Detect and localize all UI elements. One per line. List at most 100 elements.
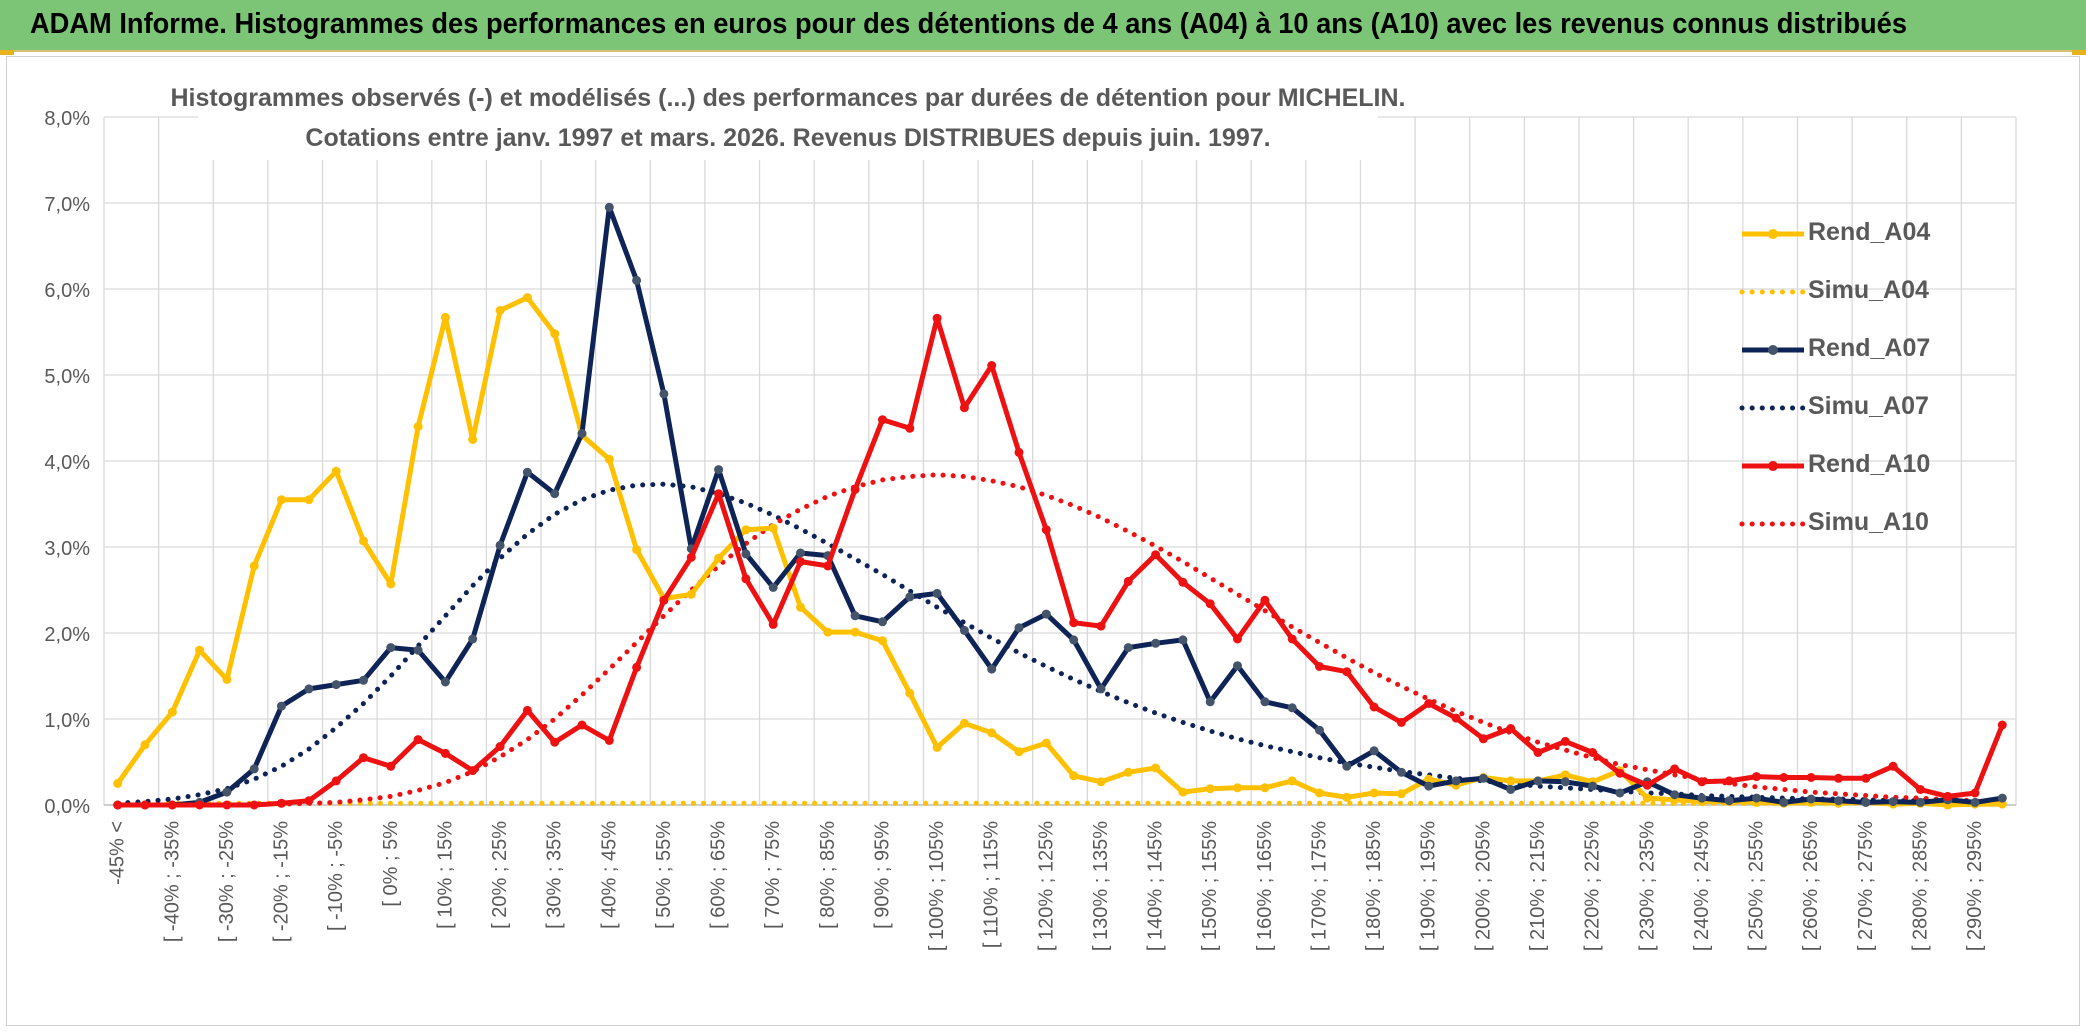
data-point-rend-a07 — [1615, 788, 1625, 798]
data-point-rend-a07 — [632, 275, 642, 285]
series-line-simu-a07 — [115, 481, 2005, 806]
data-point-rend-a07 — [1233, 661, 1242, 671]
y-tick-label: 4,0% — [44, 452, 90, 474]
data-point-rend-a10 — [1724, 776, 1734, 786]
data-point-rend-a07 — [1997, 793, 2007, 803]
data-point-rend-a07 — [1069, 635, 1079, 645]
x-tick-label: [ 270% ; 275% — [1855, 821, 1877, 951]
data-point-rend-a07 — [1315, 725, 1324, 735]
data-point-rend-a04 — [1369, 788, 1379, 798]
data-point-rend-a10 — [1779, 773, 1789, 782]
x-tick-label: [ -30% ; -25% — [216, 821, 238, 942]
data-point-rend-a07 — [468, 634, 478, 644]
x-tick-label: [ 280% ; 285% — [1909, 821, 1931, 951]
y-tick-label: 6,0% — [44, 280, 90, 302]
data-point-rend-a10 — [1806, 773, 1816, 782]
y-tick-label: 1,0% — [44, 710, 90, 732]
data-point-rend-a10 — [1588, 748, 1598, 757]
data-point-rend-a04 — [222, 674, 232, 684]
data-point-rend-a04 — [1096, 777, 1106, 787]
data-point-rend-a07 — [1369, 746, 1379, 756]
y-tick-label: 8,0% — [44, 108, 90, 130]
data-point-rend-a10 — [1533, 748, 1543, 757]
data-point-rend-a07 — [1588, 781, 1598, 791]
y-tick-label: 3,0% — [44, 538, 90, 560]
data-point-rend-a10 — [1642, 780, 1652, 790]
series-lines — [113, 202, 2007, 810]
data-point-rend-a04 — [741, 525, 751, 535]
data-point-rend-a07 — [768, 582, 778, 592]
data-point-rend-a04 — [468, 435, 478, 444]
data-point-rend-a07 — [1724, 796, 1734, 806]
x-tick-label: [ 230% ; 235% — [1636, 821, 1658, 951]
data-point-rend-a10 — [522, 705, 532, 715]
data-point-rend-a04 — [331, 466, 341, 476]
data-point-rend-a04 — [768, 523, 778, 533]
data-point-rend-a04 — [850, 627, 860, 637]
data-point-rend-a04 — [386, 579, 396, 589]
x-axis-ticks: -45% < [ -40% ; -35% [ -30% ; -25% [ -20% ;… — [107, 821, 1986, 951]
x-tick-label: [ 10% ; 15% — [434, 821, 456, 929]
grid-lines — [103, 116, 2017, 806]
data-point-rend-a04 — [1178, 787, 1188, 797]
data-point-rend-a10 — [1697, 777, 1707, 787]
data-point-rend-a10 — [167, 800, 177, 810]
legend-item-simu-a04: Simu_A04 — [1738, 268, 1929, 326]
x-tick-label: [ 80% ; 85% — [817, 821, 839, 929]
data-point-rend-a04 — [878, 636, 887, 646]
data-point-rend-a10 — [604, 736, 614, 745]
data-point-rend-a04 — [1014, 747, 1024, 757]
data-point-rend-a04 — [522, 293, 532, 303]
legend-item-simu-a10: Simu_A10 — [1738, 500, 1929, 558]
data-point-rend-a10 — [1096, 621, 1106, 631]
x-tick-label: [ 150% ; 155% — [1199, 821, 1221, 951]
page-title: ADAM Informe. Histogrammes des performan… — [30, 8, 1907, 40]
data-point-rend-a04 — [1642, 793, 1652, 803]
data-point-rend-a10 — [331, 776, 341, 786]
data-point-rend-a07 — [1478, 773, 1488, 783]
data-point-rend-a04 — [632, 545, 642, 555]
data-point-rend-a10 — [1506, 724, 1516, 733]
data-point-rend-a07 — [1260, 697, 1270, 707]
legend-item-rend-a10: Rend_A10 — [1738, 442, 1930, 500]
data-point-rend-a10 — [550, 737, 560, 747]
x-tick-label: [ 110% ; 115% — [981, 821, 1003, 948]
data-point-rend-a07 — [932, 588, 942, 598]
data-point-rend-a07 — [359, 675, 368, 685]
data-point-rend-a07 — [1205, 697, 1215, 707]
data-point-rend-a07 — [905, 592, 915, 602]
series-line-rend-a10 — [117, 315, 2005, 808]
data-point-rend-a07 — [1287, 703, 1297, 713]
title-banner: ADAM Informe. Histogrammes des performan… — [0, 0, 2086, 52]
title-backdrop — [198, 74, 1378, 160]
data-point-rend-a04 — [1506, 776, 1516, 786]
data-point-rend-a07 — [1806, 794, 1816, 804]
data-point-rend-a10 — [1970, 788, 1980, 798]
x-tick-label: [ -40% ; -35% — [161, 821, 183, 942]
data-point-rend-a10 — [905, 423, 915, 433]
data-point-rend-a04 — [195, 645, 205, 655]
data-point-rend-a07 — [1861, 797, 1871, 807]
data-point-rend-a10 — [1424, 699, 1434, 708]
x-tick-label: [ 20% ; 25% — [489, 821, 511, 929]
data-point-rend-a10 — [1151, 550, 1161, 560]
data-point-rend-a07 — [878, 617, 887, 627]
data-point-rend-a10 — [878, 415, 887, 425]
x-tick-label: [ 180% ; 185% — [1363, 821, 1385, 951]
data-point-rend-a04 — [1287, 776, 1297, 786]
legend-item-simu-a07: Simu_A07 — [1738, 384, 1929, 442]
series-line-simu-a10 — [115, 472, 2005, 808]
data-point-rend-a07 — [304, 684, 314, 694]
data-point-rend-a10 — [1752, 772, 1761, 782]
data-point-rend-a04 — [359, 536, 368, 546]
data-point-rend-a07 — [714, 465, 724, 475]
y-axis-ticks: 0,0% 1,0% 2,0% 3,0% 4,0% 5,0% 6,0% 7,0% 8,0% — [44, 108, 90, 818]
data-point-rend-a04 — [249, 561, 259, 571]
data-point-rend-a10 — [277, 798, 286, 808]
data-point-rend-a07 — [1560, 777, 1570, 787]
data-point-rend-a04 — [987, 728, 997, 738]
x-tick-label: [ 60% ; 65% — [708, 821, 730, 929]
data-point-rend-a07 — [249, 764, 259, 774]
data-point-rend-a04 — [1342, 792, 1352, 802]
data-point-rend-a07 — [741, 549, 751, 559]
